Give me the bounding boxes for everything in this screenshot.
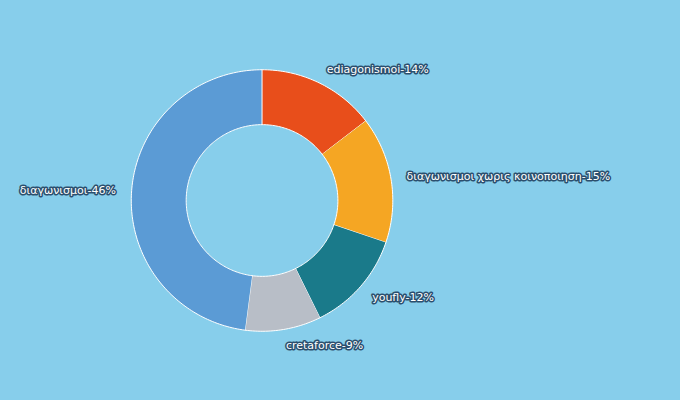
svg-text:youfly-12%: youfly-12% [372,291,434,304]
svg-text:cretaforce-9%: cretaforce-9% [286,339,363,352]
svg-text:διαγωνισμοι-46%: διαγωνισμοι-46% [20,184,116,197]
svg-text:ediagonismoi-14%: ediagonismoi-14% [327,63,429,76]
svg-text:διαγωνισμοι χωρις κοινοποιηση-: διαγωνισμοι χωρις κοινοποιηση-15% [407,170,611,183]
